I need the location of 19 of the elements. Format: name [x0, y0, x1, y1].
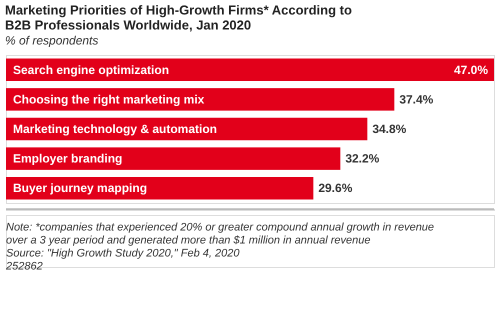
source-note: Source: "High Growth Study 2020," Feb 4, 2020	[6, 248, 240, 260]
bar	[6, 58, 494, 82]
bar	[6, 147, 340, 170]
data-label: 34.8%	[372, 122, 407, 136]
y-tick-label: Search engine optimization	[13, 62, 170, 77]
chart-title: Marketing Priorities of High-Growth Firms* According to B2B Professionals Worldwide, Jan 2020	[5, 2, 352, 32]
data-label: 32.2%	[345, 152, 380, 166]
bar	[6, 88, 394, 111]
data-label: 37.4%	[399, 92, 434, 106]
chart-subtitle: % of respondents	[5, 34, 98, 48]
text: Note: *companies that experienced 20% or greater compound annual growth in revenue over a 3 year period and generated more than $1 million in annual revenue	[6, 222, 434, 246]
y-tick-label: Buyer journey mapping	[13, 181, 148, 196]
bar	[6, 176, 314, 200]
text: 252862	[5, 260, 43, 272]
data-label: 29.6%	[318, 181, 353, 196]
y-tick-label: Employer branding	[13, 152, 122, 166]
y-tick-label: Marketing technology & automation	[13, 122, 218, 136]
y-tick-label: Choosing the right marketing mix	[13, 92, 205, 106]
data-label: 47.0%	[454, 62, 488, 77]
